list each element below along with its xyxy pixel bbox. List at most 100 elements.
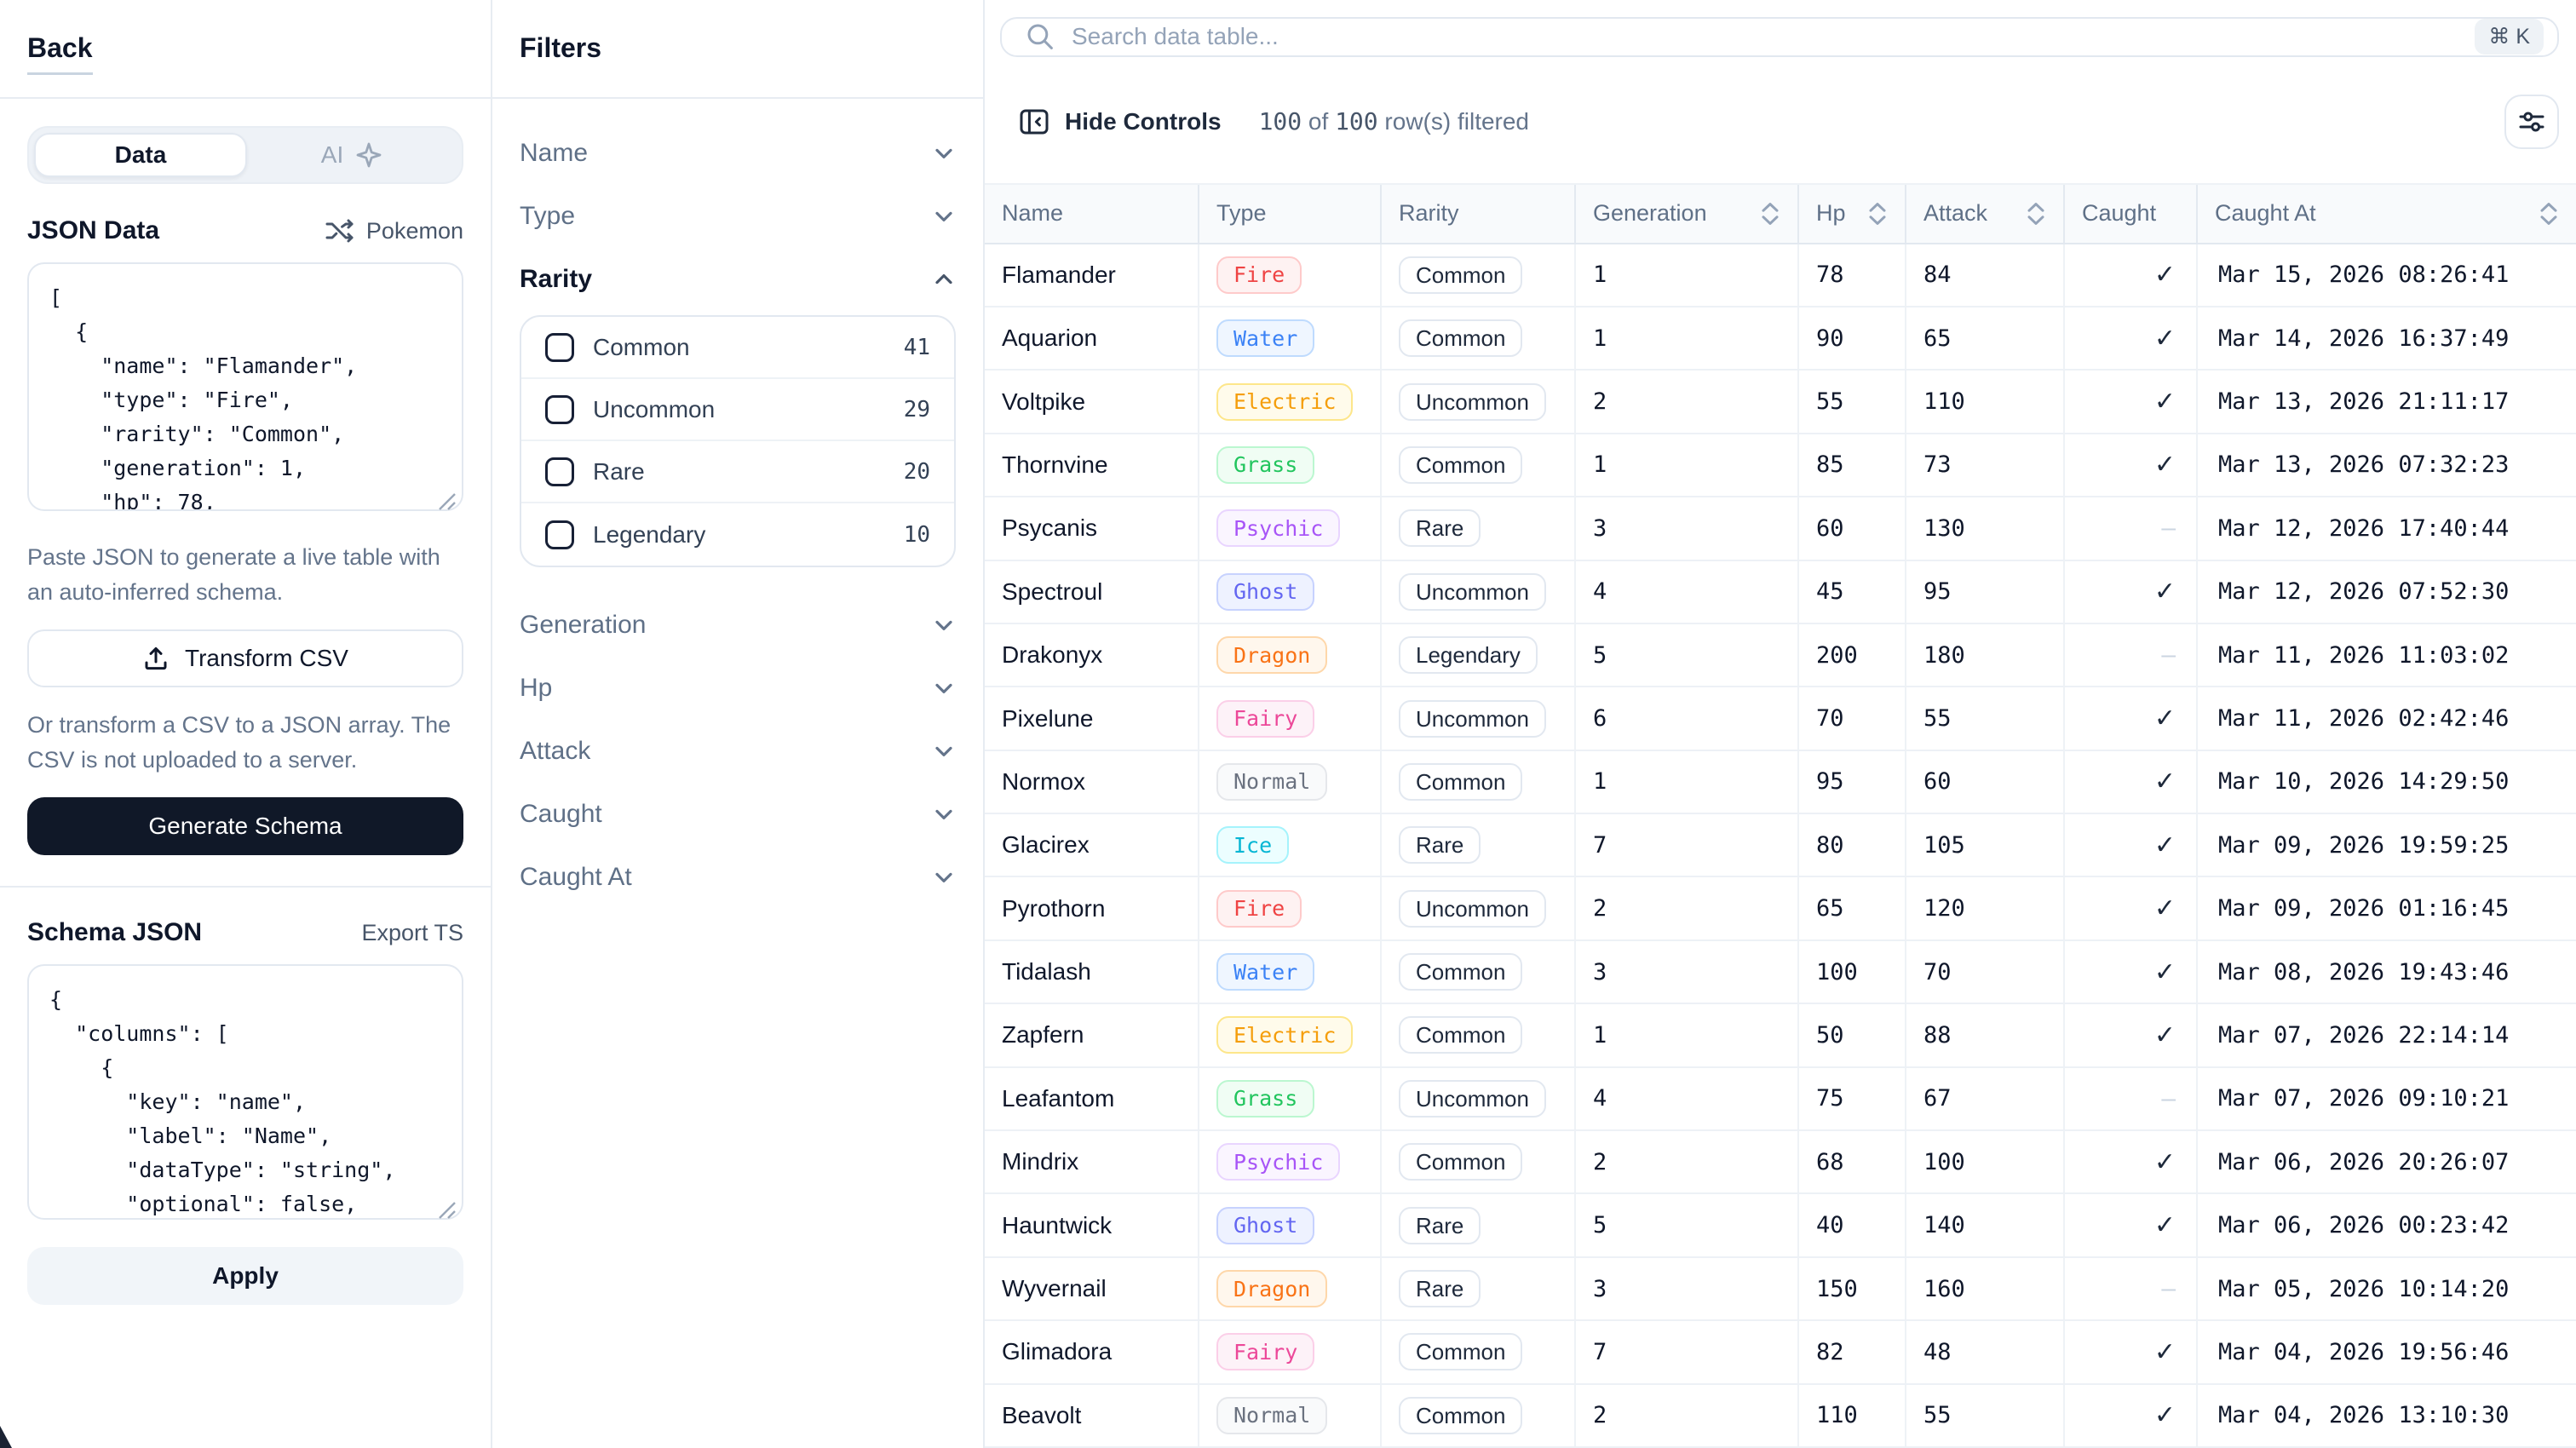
cell-caught: ✓ xyxy=(2063,1194,2196,1256)
filter-section-caught-at[interactable]: Caught At xyxy=(520,860,956,894)
cell-type: Water xyxy=(1198,307,1380,370)
column-label: Caught xyxy=(2082,200,2157,227)
schema-json-textarea[interactable]: { "columns": [ { "key": "name", "label":… xyxy=(27,964,463,1220)
generate-schema-button[interactable]: Generate Schema xyxy=(27,797,463,855)
rarity-option-uncommon[interactable]: Uncommon 29 xyxy=(521,379,954,441)
checkbox[interactable] xyxy=(545,394,574,424)
apply-button[interactable]: Apply xyxy=(27,1247,463,1305)
filter-section-rarity[interactable]: Rarity xyxy=(520,262,956,296)
check-icon: ✓ xyxy=(2153,830,2176,859)
checkbox[interactable] xyxy=(545,332,574,362)
json-data-textarea[interactable]: [ { "name": "Flamander", "type": "Fire",… xyxy=(27,262,463,511)
type-badge: Psychic xyxy=(1216,1143,1341,1181)
checkbox[interactable] xyxy=(545,457,574,486)
cell-hp: 45 xyxy=(1797,560,1905,623)
column-label: Type xyxy=(1216,200,1267,227)
rarity-option-legendary[interactable]: Legendary 10 xyxy=(521,503,954,566)
column-header-generation[interactable]: Generation xyxy=(1574,184,1797,243)
cell-attack: 120 xyxy=(1905,877,2063,939)
cell-name: Spectroul xyxy=(1002,577,1103,605)
check-icon: ✓ xyxy=(2153,324,2176,353)
chevron-down-icon xyxy=(932,676,956,700)
table-controls-row: Hide Controls 100 of 100 row(s) filtered xyxy=(1019,94,2559,149)
option-count: 41 xyxy=(903,334,930,360)
cell-type: Fairy xyxy=(1198,1321,1380,1383)
check-icon: ✓ xyxy=(2153,1337,2176,1366)
cell-generation: 1 xyxy=(1574,1004,1797,1066)
search-input[interactable] xyxy=(1072,23,2458,51)
view-options-button[interactable] xyxy=(2504,94,2559,149)
cell-hp: 78 xyxy=(1797,244,1905,306)
check-icon: ✓ xyxy=(2153,894,2176,923)
sort-icon[interactable] xyxy=(2026,201,2046,227)
cell-rarity: Common xyxy=(1380,750,1574,813)
rarity-badge: Uncommon xyxy=(1399,382,1546,421)
option-count: 10 xyxy=(903,521,930,548)
cell-hp: 150 xyxy=(1797,1257,1905,1320)
cell-hp: 95 xyxy=(1797,750,1905,813)
sort-icon[interactable] xyxy=(1760,201,1780,227)
rarity-options-box: Common 41 Uncommon 29 Rare 20 Legendary 10 xyxy=(520,315,956,567)
column-label: Name xyxy=(1002,200,1064,227)
cell-attack: 140 xyxy=(1905,1194,2063,1256)
cell-caught: ✓ xyxy=(2063,877,2196,939)
chevron-up-icon xyxy=(932,267,956,291)
cell-type: Normal xyxy=(1198,1384,1380,1446)
column-header-hp[interactable]: Hp xyxy=(1797,184,1905,243)
cell-hp: 70 xyxy=(1797,687,1905,750)
filter-section-name[interactable]: Name xyxy=(520,136,956,170)
sort-icon[interactable] xyxy=(1867,201,1888,227)
cell-name: Psycanis xyxy=(1002,514,1098,542)
rarity-option-common[interactable]: Common 41 xyxy=(521,317,954,379)
cell-type: Fire xyxy=(1198,244,1380,306)
cell-rarity: Uncommon xyxy=(1380,560,1574,623)
type-badge: Ghost xyxy=(1216,1206,1315,1244)
filter-section-hp[interactable]: Hp xyxy=(520,671,956,705)
filter-section-type[interactable]: Type xyxy=(520,199,956,233)
table-row: Aquarion Water Common 1 90 65 ✓ Mar 14, 2026 16… xyxy=(985,307,2576,371)
check-icon: ✓ xyxy=(2153,1211,2176,1240)
cell-caught-at: Mar 04, 2026 13:10:30 xyxy=(2196,1384,2576,1446)
column-header-caught-at[interactable]: Caught At xyxy=(2196,184,2576,243)
cell-generation: 5 xyxy=(1574,623,1797,687)
cell-rarity: Uncommon xyxy=(1380,687,1574,750)
filters-body: Name Type Rarity Common 41 Uncommon 29 Rare 20 Le… xyxy=(492,99,983,961)
chevron-down-icon xyxy=(932,613,956,637)
dash-icon: – xyxy=(2161,1274,2176,1303)
cell-attack: 105 xyxy=(1905,814,2063,876)
filtered-count: 100 xyxy=(1258,107,1302,136)
cell-generation: 2 xyxy=(1574,1131,1797,1193)
cell-rarity: Common xyxy=(1380,1131,1574,1193)
rarity-option-rare[interactable]: Rare 20 xyxy=(521,441,954,503)
randomize-dataset-button[interactable]: Pokemon xyxy=(325,218,463,244)
cell-caught-at: Mar 11, 2026 02:42:46 xyxy=(2196,687,2576,750)
cell-caught-at: Mar 13, 2026 21:11:17 xyxy=(2196,371,2576,433)
tab-ai-label: AI xyxy=(320,141,344,168)
column-header-attack[interactable]: Attack xyxy=(1905,184,2063,243)
type-badge: Grass xyxy=(1216,445,1315,484)
rarity-badge: Uncommon xyxy=(1399,1079,1546,1118)
cell-caught: ✓ xyxy=(2063,1131,2196,1193)
option-count: 20 xyxy=(903,458,930,485)
cell-type: Water xyxy=(1198,940,1380,1003)
export-ts-button[interactable]: Export TS xyxy=(361,919,463,945)
hide-controls-label: Hide Controls xyxy=(1065,107,1222,135)
hide-controls-button[interactable]: Hide Controls xyxy=(1019,106,1222,137)
chevron-down-icon xyxy=(932,204,956,228)
filter-section-caught[interactable]: Caught xyxy=(520,797,956,831)
cell-caught: ✓ xyxy=(2063,244,2196,306)
cell-type: Ice xyxy=(1198,814,1380,876)
checkbox[interactable] xyxy=(545,520,574,549)
filter-section-attack[interactable]: Attack xyxy=(520,734,956,768)
tab-data[interactable]: Data xyxy=(34,133,247,177)
back-link[interactable]: Back xyxy=(27,32,93,75)
cell-type: Grass xyxy=(1198,1067,1380,1130)
cell-caught-at: Mar 12, 2026 07:52:30 xyxy=(2196,560,2576,623)
transform-csv-button[interactable]: Transform CSV xyxy=(27,629,463,687)
type-badge: Grass xyxy=(1216,1079,1315,1118)
filter-section-generation[interactable]: Generation xyxy=(520,608,956,642)
table-row: Pyrothorn Fire Uncommon 2 65 120 ✓ Mar 09, 2026… xyxy=(985,877,2576,941)
cell-hp: 40 xyxy=(1797,1194,1905,1256)
tab-ai[interactable]: AI xyxy=(247,133,457,177)
sort-icon[interactable] xyxy=(2539,201,2559,227)
